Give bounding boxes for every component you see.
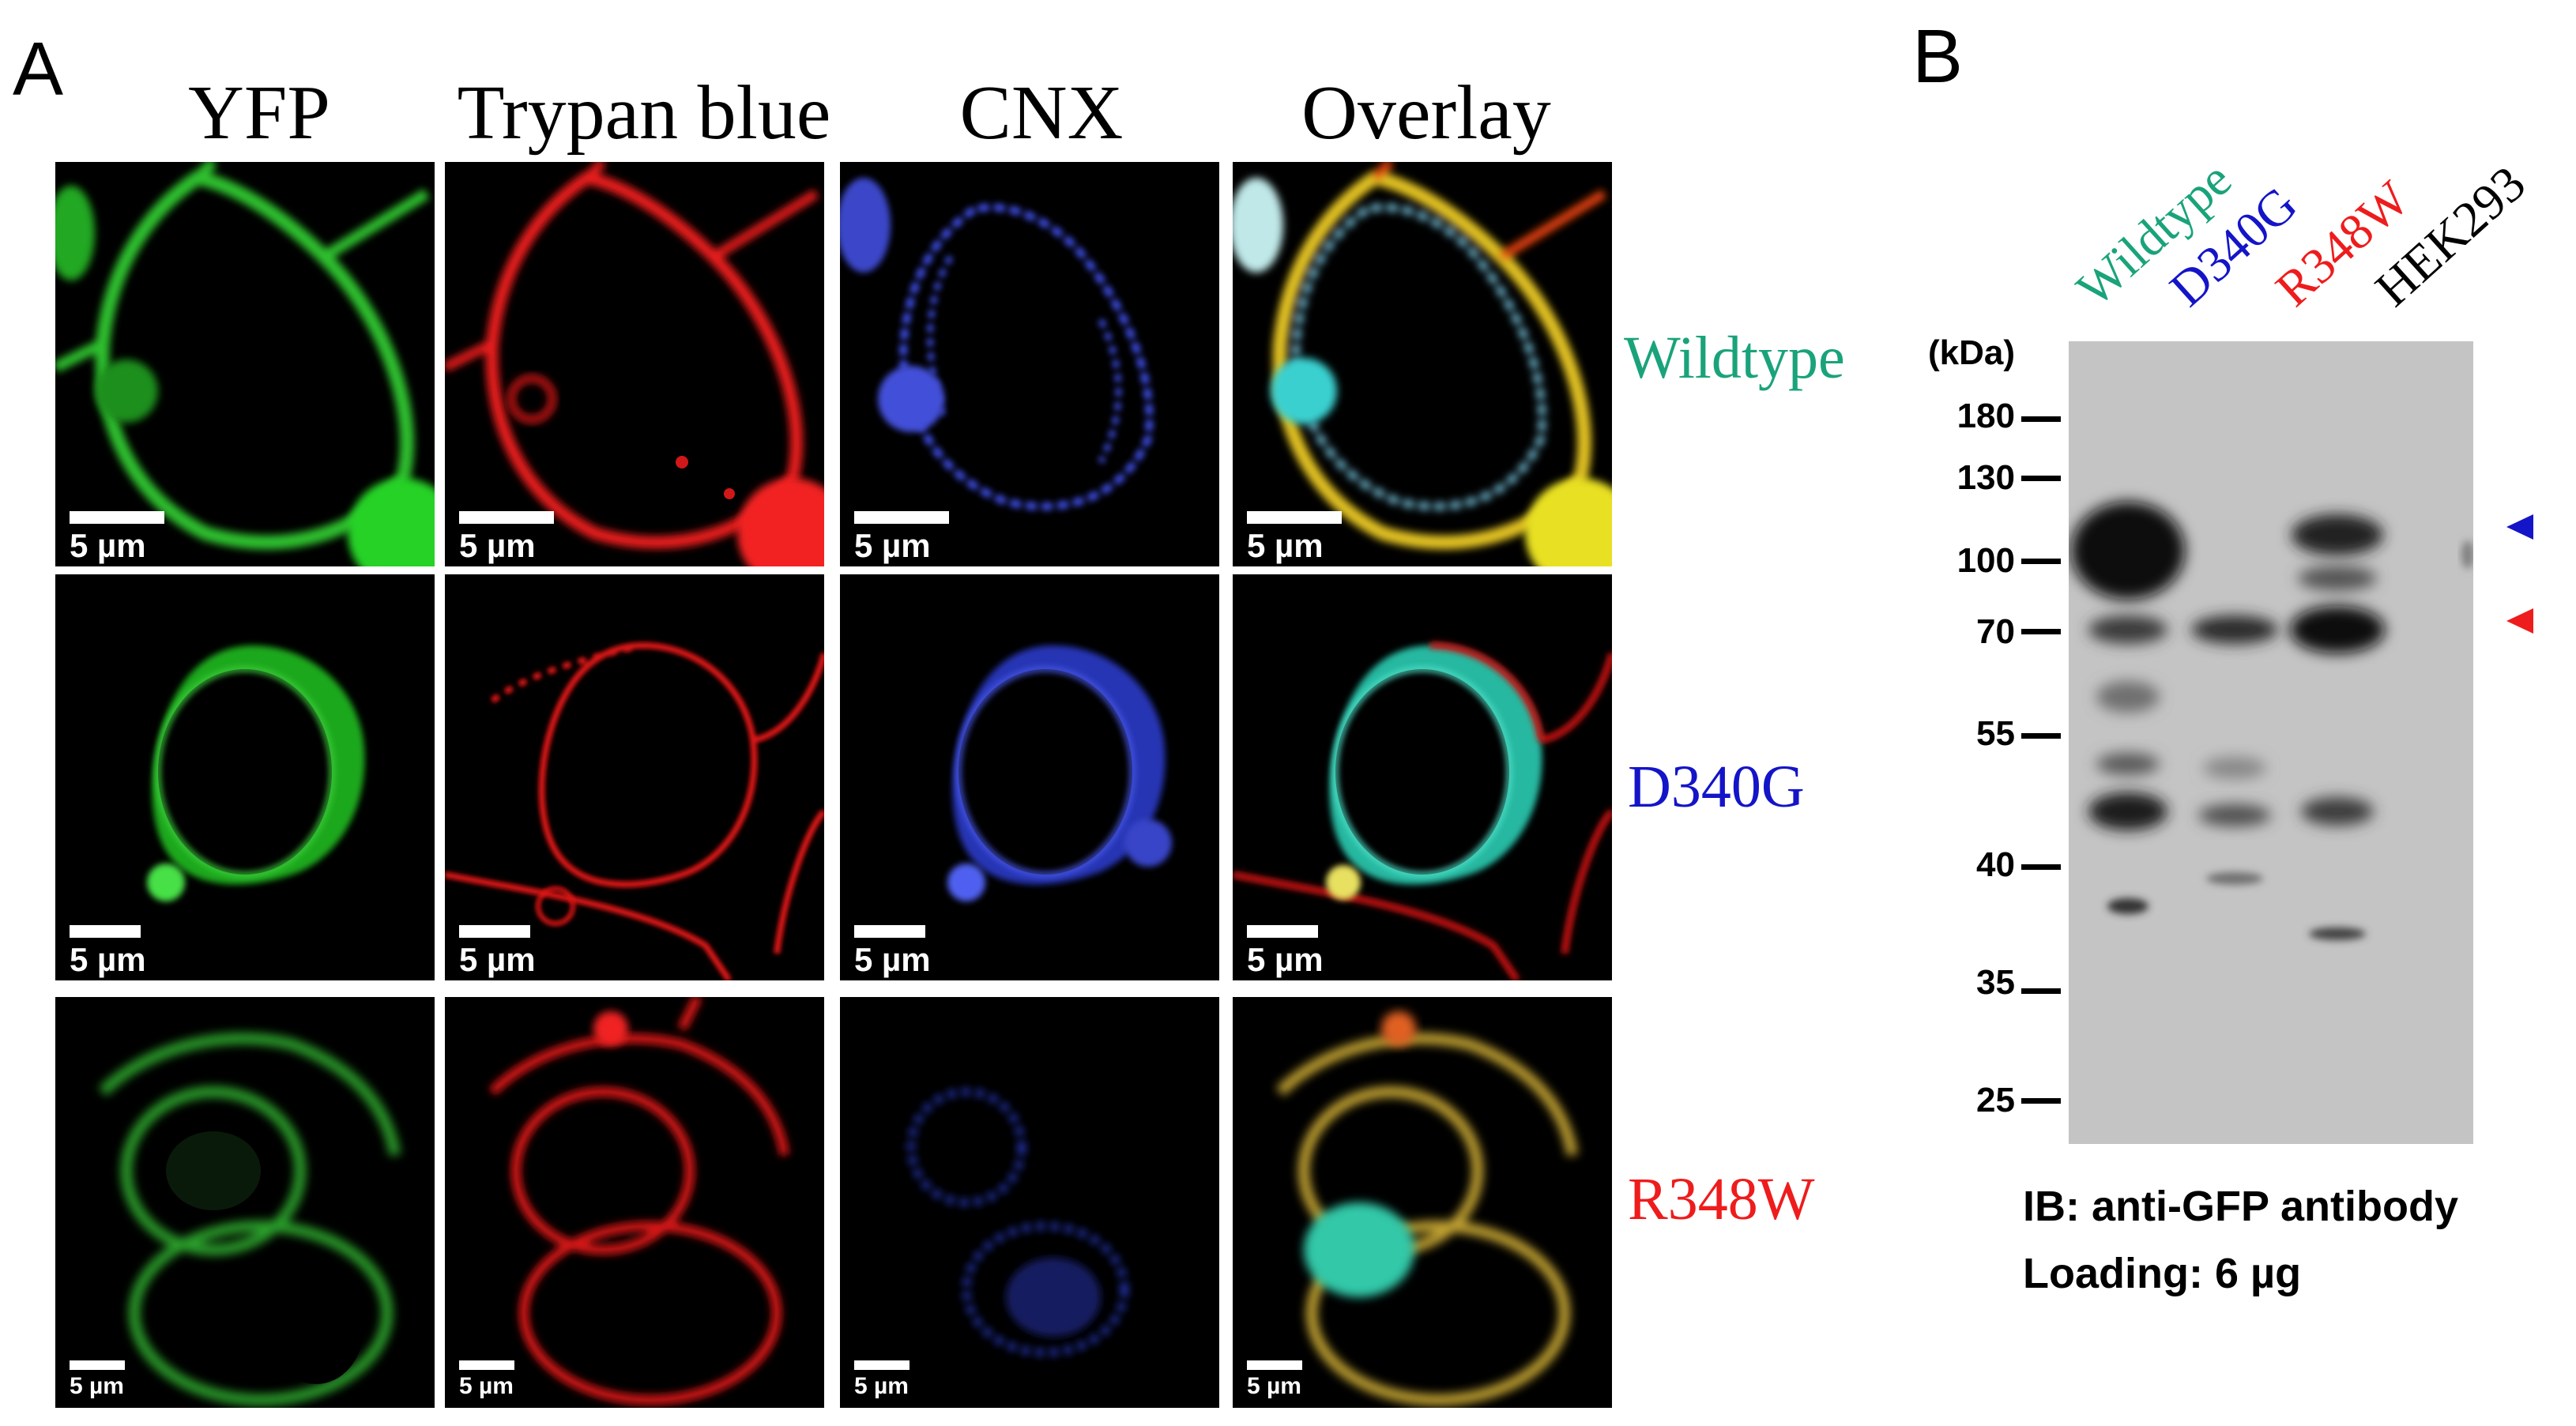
marker-tick: [2021, 1098, 2061, 1104]
scale-bar: 5 µm: [459, 1360, 554, 1400]
western-blot-membrane: [2069, 341, 2473, 1144]
marker-tick: [2021, 629, 2061, 634]
scale-bar: 5 µm: [459, 511, 578, 564]
scale-bar: 5 µm: [70, 925, 188, 978]
marker-label-40: 40: [1976, 845, 2015, 884]
micrograph-r348w-overlay: 5 µm: [1233, 997, 1612, 1408]
micrograph-d340g-overlay: 5 µm: [1233, 574, 1612, 980]
row-label-r348w: R348W: [1628, 1166, 1815, 1232]
band-arrow-upper: [2506, 514, 2533, 540]
micrograph-wildtype-overlay: 5 µm: [1233, 162, 1612, 566]
micrograph-wildtype-yfp: 5 µm: [55, 162, 435, 566]
scale-bar: 5 µm: [1247, 511, 1365, 564]
marker-label-25: 25: [1976, 1081, 2015, 1119]
column-header-overlay: Overlay: [1301, 70, 1551, 156]
panel-a-letter: A: [13, 27, 64, 111]
blot-caption-loading: Loading: 6 µg: [2023, 1250, 2302, 1297]
micrograph-wildtype-cnx: 5 µm: [840, 162, 1219, 566]
marker-label-130: 130: [1956, 458, 2015, 497]
column-header-trypan-blue: Trypan blue: [457, 70, 831, 156]
micrograph-d340g-cnx: 5 µm: [840, 574, 1219, 980]
marker-tick: [2021, 416, 2061, 422]
marker-tick: [2021, 733, 2061, 739]
scale-bar: 5 µm: [854, 511, 973, 564]
micrograph-d340g-trypan-blue: 5 µm: [445, 574, 824, 980]
row-label-wildtype: Wildtype: [1624, 325, 1845, 391]
micrograph-r348w-trypan-blue: 5 µm: [445, 997, 824, 1408]
marker-label-180: 180: [1956, 397, 2015, 435]
marker-label-100: 100: [1956, 541, 2015, 580]
micrograph-wildtype-trypan-blue: 5 µm: [445, 162, 824, 566]
kda-unit-label: (kDa): [1928, 333, 2016, 372]
micrograph-d340g-yfp: 5 µm: [55, 574, 435, 980]
band-arrow-lower: [2506, 608, 2533, 634]
scale-bar: 5 µm: [459, 925, 578, 978]
marker-tick: [2021, 864, 2061, 870]
scale-bar: 5 µm: [1247, 925, 1365, 978]
blot-caption-antibody: IB: anti-GFP antibody: [2023, 1183, 2458, 1230]
column-header-cnx: CNX: [959, 70, 1124, 156]
panel-b-letter: B: [1912, 14, 1964, 99]
column-header-yfp: YFP: [188, 70, 330, 156]
scale-bar: 5 µm: [70, 1360, 164, 1400]
scale-bar: 5 µm: [70, 511, 188, 564]
scale-bar: 5 µm: [854, 1360, 949, 1400]
marker-tick: [2021, 988, 2061, 994]
marker-label-55: 55: [1976, 714, 2015, 753]
marker-label-35: 35: [1976, 963, 2015, 1002]
micrograph-r348w-cnx: 5 µm: [840, 997, 1219, 1408]
marker-tick: [2021, 559, 2061, 564]
marker-label-70: 70: [1976, 612, 2015, 651]
scale-bar: 5 µm: [1247, 1360, 1342, 1400]
micrograph-r348w-yfp: 5 µm: [55, 997, 435, 1408]
scale-bar: 5 µm: [854, 925, 973, 978]
row-label-d340g: D340G: [1628, 754, 1805, 820]
marker-tick: [2021, 476, 2061, 481]
